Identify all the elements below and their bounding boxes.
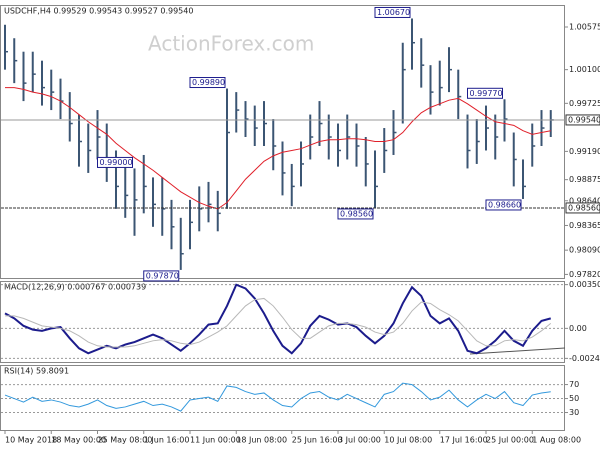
current-box <box>565 114 600 126</box>
annotation-box <box>467 87 503 99</box>
rsi-title: RSI(14) 59.8091 <box>4 367 69 376</box>
x-tick-label: 11 Jun 00:00 <box>190 436 241 445</box>
x-tick-label: 10 Jul 08:00 <box>384 436 432 445</box>
x-tick-label: 18 May 00:00 <box>51 436 106 445</box>
annotation-label: 0.97870 <box>146 271 179 280</box>
y-tick-label: 0.98090 <box>569 246 600 255</box>
annotation-label: 1.00670 <box>377 8 410 17</box>
x-tick-label: 25 May 08:00 <box>98 436 153 445</box>
rsi-panel <box>0 365 565 431</box>
level-label: 0.98560 <box>568 203 600 212</box>
annotation-label: 0.99000 <box>100 158 133 167</box>
x-tick-label: 17 Jul 16:00 <box>440 436 488 445</box>
y-tick-label: 30 <box>569 408 579 417</box>
annotation-box <box>374 6 411 18</box>
indicator-line <box>4 382 551 412</box>
y-tick-label: 50 <box>569 394 579 403</box>
current-label: 0.99540 <box>568 115 600 124</box>
trend-line <box>469 347 566 355</box>
indicator-line <box>5 297 552 348</box>
annotation-box <box>485 199 522 211</box>
x-tick-label: 10 May 2018 <box>5 436 57 445</box>
annotation-label: 0.98660 <box>488 200 521 209</box>
y-tick-label: 70 <box>569 380 579 389</box>
y-tick-label: -0.002408 <box>569 354 600 363</box>
indicator-line <box>4 283 552 355</box>
annotation-box <box>337 208 374 220</box>
price-panel <box>0 5 565 279</box>
annotation-label: 0.99770 <box>470 89 503 98</box>
y-tick-label: 0.98875 <box>569 175 600 184</box>
y-tick-label: 0.003509 <box>569 280 600 289</box>
y-tick-label: 1.00100 <box>569 65 600 74</box>
macd-title: MACD(12,26,9) 0.000767 0.000739 <box>4 283 146 292</box>
x-tick-label: 3 Jul 00:00 <box>338 436 381 445</box>
y-tick-label: 1.00575 <box>569 23 600 32</box>
y-tick-label: 0.98365 <box>569 221 600 230</box>
annotation-label: 0.98560 <box>340 209 373 218</box>
x-tick-label: 18 Jun 08:00 <box>236 436 287 445</box>
y-tick-label: 0.00 <box>569 324 587 333</box>
y-tick-label: 0.99725 <box>569 99 600 108</box>
y-tick-label: 0.99190 <box>569 147 600 156</box>
macd-panel <box>0 281 565 363</box>
watermark: ActionForex.com <box>148 32 314 56</box>
y-tick-label: 0.98640 <box>569 196 600 205</box>
annotation-box <box>189 77 226 89</box>
chart-title: USDCHF,H4 0.99529 0.99543 0.99527 0.9954… <box>4 7 193 16</box>
x-tick-label: 1 Jun 16:00 <box>144 436 190 445</box>
annotation-box <box>143 270 180 282</box>
y-tick-label: 0.97820 <box>569 270 600 279</box>
moving-average <box>5 87 551 210</box>
level-box <box>565 202 600 214</box>
annotation-box <box>97 156 133 168</box>
x-tick-label: 1 Aug 08:00 <box>532 436 581 445</box>
x-tick-label: 25 Jun 16:00 <box>292 436 343 445</box>
x-tick-label: 25 Jul 00:00 <box>486 436 534 445</box>
annotation-label: 0.99890 <box>192 78 225 87</box>
